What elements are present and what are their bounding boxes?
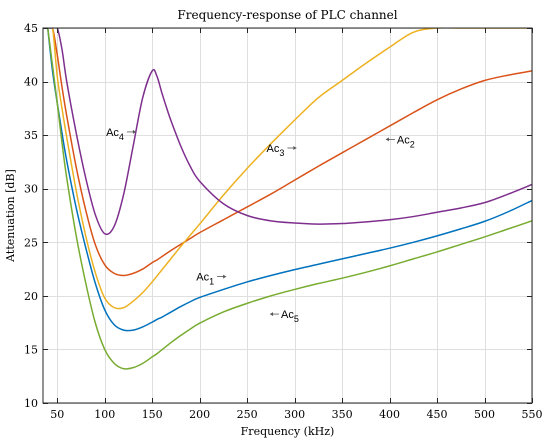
annotations: Ac1 Ac2 Ac3 Ac4 Ac5 [106,127,415,324]
arrow-head-icon [385,137,389,142]
plot-area-frame [42,27,533,404]
series-line-ac4 [47,28,532,236]
y-tick-label: 40 [24,76,38,89]
x-tick-label: 550 [522,408,543,421]
arrow-head-icon [132,129,136,134]
arrow-head-icon [270,312,274,317]
y-tick-label: 45 [24,22,38,35]
x-tick-label: 350 [332,408,353,421]
series-line-ac2 [47,28,532,277]
x-tick-label: 400 [379,408,400,421]
y-tick-label: 25 [24,236,38,249]
annotation-ac1: Ac1 [196,272,227,287]
series-line-ac3 [47,28,532,310]
x-tick-label: 100 [94,408,115,421]
x-tick-label: 150 [142,408,163,421]
x-axis-label: Frequency (kHz) [241,425,335,438]
x-tick-label: 250 [237,408,258,421]
arrow-head-icon [223,274,227,279]
y-tick-label: 35 [24,129,38,142]
series-line-ac5 [47,28,532,370]
annotation-ac2: Ac2 [385,134,415,149]
series-layer [47,28,532,370]
axis-ticks: 50 100 150 200 250 300 350 400 450 500 550 10 15 20 25… [24,22,543,421]
x-tick-label: 300 [284,408,305,421]
annotation-label: Ac5 [281,309,299,324]
annotation-label: Ac4 [106,127,124,142]
y-axis-label: Attenuation [dB] [4,169,17,263]
x-tick-label: 50 [50,408,64,421]
annotation-label: Ac3 [267,143,285,158]
x-tick-label: 450 [427,408,448,421]
series-line-ac1 [47,28,532,332]
annotation-ac4: Ac4 [106,127,136,142]
x-tick-label: 200 [189,408,210,421]
arrow-head-icon [293,146,297,150]
y-tick-label: 10 [24,397,38,410]
y-tick-label: 20 [24,290,38,303]
annotation-label: Ac2 [397,134,415,149]
annotation-ac3: Ac3 [267,143,297,158]
chart-title: Frequency-response of PLC channel [177,8,397,22]
y-tick-label: 15 [24,343,38,356]
annotation-ac5: Ac5 [270,309,299,324]
y-tick-label: 30 [24,183,38,196]
x-tick-label: 500 [474,408,495,421]
annotation-label: Ac1 [196,272,214,287]
